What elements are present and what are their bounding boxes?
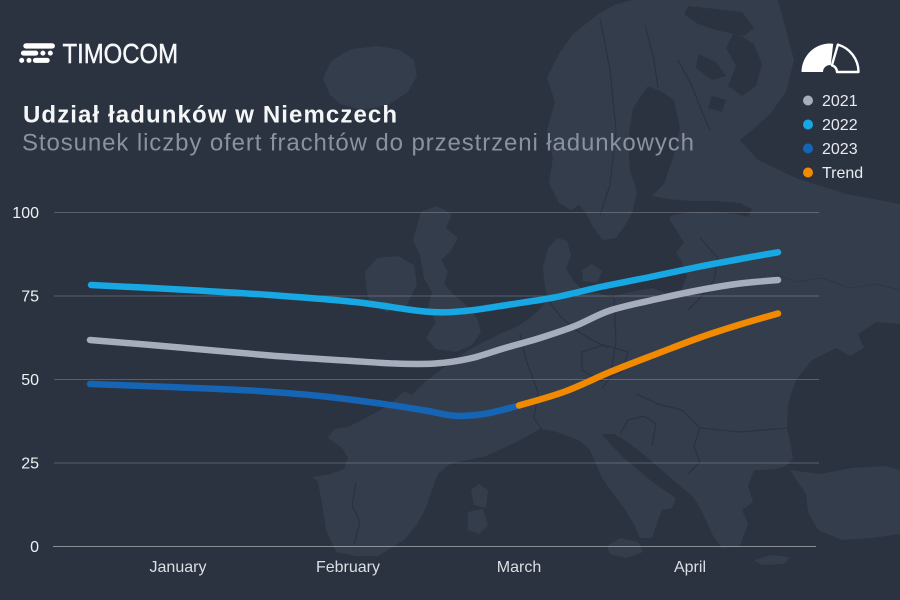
svg-text:Trend: Trend — [822, 165, 863, 182]
svg-text:Udział ładunków w Niemczech: Udział ładunków w Niemczech — [23, 102, 398, 129]
svg-text:February: February — [316, 559, 380, 576]
svg-text:75: 75 — [21, 289, 39, 306]
svg-text:0: 0 — [30, 539, 39, 556]
svg-text:January: January — [150, 559, 207, 576]
svg-text:50: 50 — [21, 372, 39, 389]
svg-text:2023: 2023 — [822, 141, 858, 158]
svg-text:April: April — [674, 559, 706, 576]
svg-text:100: 100 — [12, 205, 39, 222]
svg-text:2022: 2022 — [822, 117, 858, 134]
svg-text:TIMOCOM: TIMOCOM — [63, 40, 179, 70]
svg-text:Stosunek liczby ofert frachtów: Stosunek liczby ofert frachtów do przest… — [22, 130, 695, 157]
svg-text:25: 25 — [21, 456, 39, 473]
svg-text:2021: 2021 — [822, 93, 858, 110]
svg-text:March: March — [497, 559, 541, 576]
